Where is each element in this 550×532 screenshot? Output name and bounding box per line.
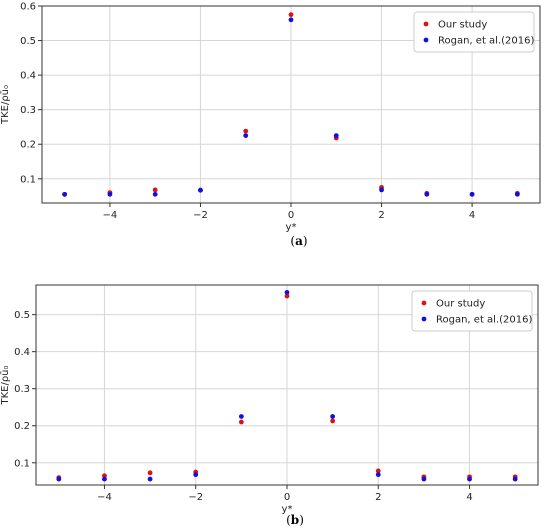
data-point-rogan [424, 191, 430, 197]
x-tick-label: −4 [97, 492, 112, 503]
legend-marker [423, 21, 429, 27]
y-axis-label: TKE/ρū₀ [0, 85, 11, 125]
chart-panel-a: −4 −2 0 2 4 0.1 0.2 0.3 0.4 0.5 0.6 y* TKE/ρū₀ Our st… [0, 2, 541, 248]
x-tick-label: −4 [103, 210, 118, 221]
legend-box [413, 11, 535, 53]
data-point-rogan [288, 17, 294, 23]
y-tick-label: 0.6 [20, 2, 36, 13]
legend-label: Our study [436, 299, 485, 310]
data-point-rogan [62, 191, 68, 197]
data-point-rogan [469, 191, 475, 197]
data-point-rogan [107, 191, 113, 197]
data-point-our-study [152, 187, 158, 193]
x-tick-label: 2 [375, 492, 381, 503]
panel-caption: (a) [290, 234, 307, 248]
data-point-rogan [467, 476, 472, 482]
data-point-rogan [147, 476, 153, 482]
legend-marker [421, 316, 427, 322]
y-tick-label: 0.1 [20, 174, 36, 185]
data-point-our-study [147, 470, 153, 476]
data-point-rogan [333, 133, 339, 139]
data-point-our-study [102, 473, 107, 479]
legend-label: Rogan, et al.(2016) [436, 315, 532, 326]
data-point-rogan [243, 133, 249, 139]
legend-box [411, 290, 533, 332]
x-tick-label: 0 [284, 492, 290, 503]
data-point-rogan [375, 472, 381, 478]
x-tick-label: −2 [188, 492, 203, 503]
y-tick-label: 0.3 [20, 105, 36, 116]
data-point-rogan [330, 414, 336, 419]
data-point-rogan [379, 187, 384, 193]
x-axis-label: y* [282, 504, 293, 515]
x-tick-label: 0 [288, 210, 294, 221]
data-point-our-study [288, 12, 294, 18]
chart-panel-b: −4 −2 0 2 4 0.1 0.2 0.3 0.4 0.5 y* TKE/ρū₀ Our study… [0, 284, 539, 527]
data-point-rogan [102, 476, 107, 482]
y-tick-label: 0.4 [20, 71, 36, 82]
data-point-our-study [330, 418, 336, 424]
legend-label: Rogan, et al.(2016) [438, 36, 534, 47]
data-point-our-study [284, 293, 290, 299]
x-axis-label: y* [286, 222, 297, 233]
legend-label: Our study [438, 20, 487, 31]
data-point-rogan [198, 187, 203, 193]
data-point-our-study [238, 419, 244, 425]
data-point-rogan [238, 414, 244, 419]
data-point-rogan [193, 472, 199, 478]
y-tick-label: 0.2 [20, 140, 36, 151]
y-tick-label: 0.5 [20, 36, 36, 47]
x-tick-label: 2 [378, 210, 384, 221]
data-point-rogan [284, 290, 290, 295]
legend-marker [423, 37, 429, 43]
y-tick-label: 0.5 [14, 310, 30, 321]
panel-caption: (b) [286, 513, 304, 527]
y-tick-label: 0.2 [14, 421, 30, 432]
data-point-our-study [375, 468, 381, 474]
data-point-rogan [512, 476, 518, 482]
data-point-rogan [56, 476, 62, 482]
legend-marker [421, 300, 427, 306]
data-point-rogan [152, 191, 158, 197]
y-tick-label: 0.3 [14, 384, 30, 395]
y-axis-label: TKE/ρū₀ [0, 365, 11, 405]
x-tick-label: 4 [469, 210, 475, 221]
data-point-rogan [421, 476, 427, 482]
data-point-our-study [243, 128, 249, 134]
y-tick-label: 0.4 [14, 347, 30, 358]
x-tick-label: 4 [466, 492, 472, 503]
y-tick-label: 0.1 [14, 458, 30, 469]
x-tick-label: −2 [193, 210, 208, 221]
data-point-rogan [514, 191, 520, 197]
